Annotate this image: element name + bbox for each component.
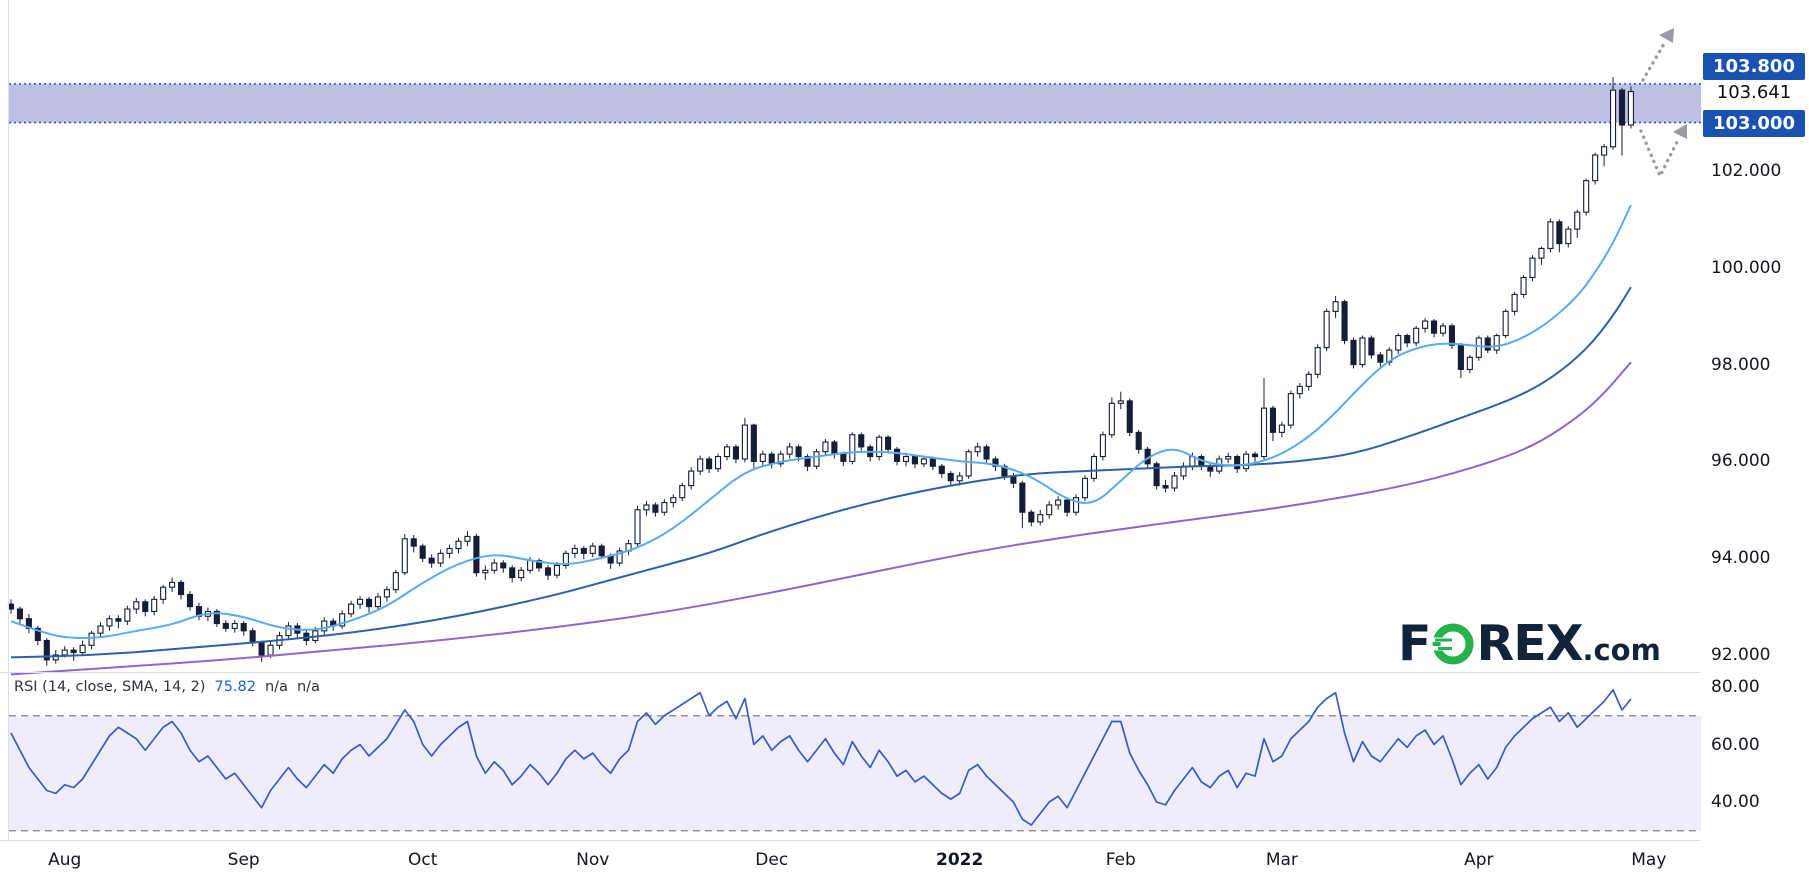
logo-text-f: F: [1398, 615, 1431, 672]
bounce-arrow-line: [1639, 129, 1681, 181]
logo-text-tld: .com: [1582, 633, 1661, 667]
rsi-tick-label: 80.00: [1711, 677, 1760, 697]
rsi-legend-title: RSI (14, close, SMA, 14, 2): [14, 679, 206, 695]
month-label-oct: Oct: [407, 850, 438, 870]
month-label-mar: Mar: [1265, 850, 1298, 870]
rsi-indicator-legend: RSI (14, close, SMA, 14, 2) 75.82 n/a n/a: [14, 679, 320, 695]
up-arrow-line: [1641, 40, 1667, 82]
last-price-label: 103.641: [1703, 80, 1805, 106]
logo-o-globe-icon: [1431, 623, 1474, 665]
month-label-nov: Nov: [576, 850, 610, 870]
rsi-line: [10, 689, 1632, 826]
price-level-badge-upper: 103.800: [1703, 53, 1805, 80]
ma-slow-line: [10, 361, 1632, 676]
month-label-apr: Apr: [1464, 850, 1494, 870]
month-label-2022: 2022: [936, 850, 984, 870]
price-axis[interactable]: 103.800 103.641 103.000 102.000 100.000 98…: [1701, 0, 1809, 883]
annotation-arrows: [1639, 40, 1681, 181]
price-tick-label: 100.000: [1711, 257, 1782, 278]
bounce-arrow-head-icon: [1673, 124, 1687, 139]
forex-com-logo: F REX .com: [1398, 618, 1661, 670]
month-label-aug: Aug: [48, 850, 82, 870]
time-axis[interactable]: Aug Sep Oct Nov Dec 2022 Feb Mar Apr May: [0, 841, 1701, 883]
logo-text-rex: REX: [1476, 615, 1583, 672]
rsi-tick-label: 40.00: [1711, 792, 1760, 812]
rsi-tick-label: 60.00: [1711, 734, 1760, 755]
rsi-na-value-2: n/a: [296, 679, 320, 695]
price-tick-label: 94.000: [1711, 548, 1771, 569]
month-label-may: May: [1631, 850, 1667, 870]
rsi-current-value: 75.82: [214, 679, 256, 695]
arrow-heads: [1659, 28, 1687, 139]
rsi-pane: [9, 689, 1701, 832]
month-label-dec: Dec: [755, 850, 789, 870]
month-label-sep: Sep: [227, 850, 260, 870]
candles-layer: [7, 77, 1634, 666]
price-tick-label: 96.000: [1711, 451, 1771, 472]
price-tick-label: 92.000: [1711, 645, 1771, 665]
price-level-badge-lower: 103.000: [1703, 110, 1805, 137]
ma-fast-line: [10, 204, 1632, 640]
resistance-zone: [9, 83, 1701, 124]
ma-mid-line: [10, 286, 1632, 659]
price-tick-label: 102.000: [1711, 161, 1782, 181]
rsi-na-value-1: n/a: [264, 679, 288, 695]
price-tick-label: 98.000: [1711, 354, 1771, 375]
up-arrow-head-icon: [1659, 28, 1674, 43]
month-label-feb: Feb: [1105, 850, 1136, 870]
